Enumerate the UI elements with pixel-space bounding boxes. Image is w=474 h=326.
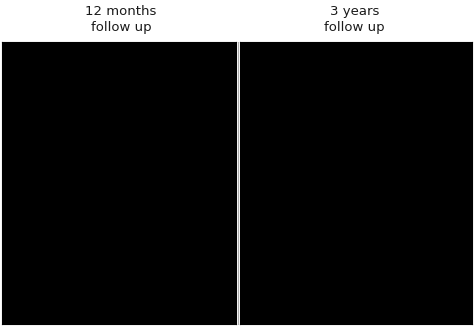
Text: 12 months
follow up: 12 months follow up	[85, 5, 156, 34]
Text: 3 years
follow up: 3 years follow up	[324, 5, 385, 34]
